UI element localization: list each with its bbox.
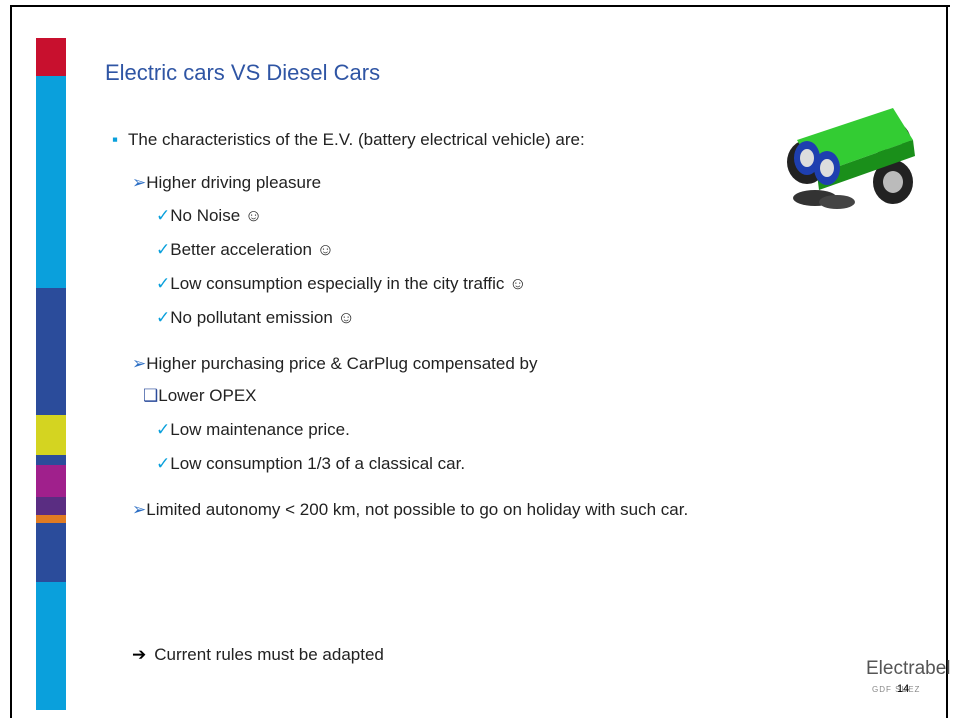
color-band bbox=[36, 288, 66, 415]
color-band bbox=[36, 38, 66, 76]
bullet-item: ✓Low consumption especially in the city … bbox=[156, 274, 527, 294]
bullet-marker: ✓ bbox=[156, 308, 170, 328]
bullet-item: ▪ The characteristics of the E.V. (batter… bbox=[112, 130, 585, 150]
bullet-text: Current rules must be adapted bbox=[154, 645, 384, 664]
slide: Electric cars VS Diesel Cars Electrabel … bbox=[0, 0, 954, 718]
bullet-item: ➢Higher driving pleasure bbox=[132, 173, 321, 193]
bullet-item: ✓No Noise ☺ bbox=[156, 206, 262, 226]
bullet-item: ➢Higher purchasing price & CarPlug compe… bbox=[132, 354, 537, 374]
bullet-text: The characteristics of the E.V. (battery… bbox=[128, 130, 585, 149]
color-band bbox=[36, 76, 66, 288]
bullet-marker: ✓ bbox=[156, 420, 170, 440]
color-band bbox=[36, 455, 66, 465]
color-band bbox=[36, 465, 66, 497]
color-band bbox=[36, 523, 66, 582]
color-band bbox=[36, 582, 66, 710]
bullet-text: Higher driving pleasure bbox=[146, 173, 321, 192]
bullet-text: Low maintenance price. bbox=[170, 420, 350, 439]
bullet-item: ➔ Current rules must be adapted bbox=[132, 645, 384, 665]
bullet-marker: ➔ bbox=[132, 645, 146, 665]
page-number: 14 bbox=[897, 683, 909, 695]
battery-car-image bbox=[775, 100, 925, 210]
color-band bbox=[36, 497, 66, 515]
bullet-item: ✓No pollutant emission ☺ bbox=[156, 308, 355, 328]
bullet-text: Low consumption especially in the city t… bbox=[170, 274, 526, 293]
bullet-text: Low consumption 1/3 of a classical car. bbox=[170, 454, 465, 473]
bullet-marker: ➢ bbox=[132, 173, 146, 193]
bullet-marker: ➢ bbox=[132, 500, 146, 520]
bullet-marker: ➢ bbox=[132, 354, 146, 374]
logo-brand: Electrabel bbox=[866, 658, 951, 680]
frame bbox=[10, 5, 12, 718]
bullet-marker: ▪ bbox=[112, 130, 118, 150]
bullet-item: ✓Low maintenance price. bbox=[156, 420, 350, 440]
slide-title: Electric cars VS Diesel Cars bbox=[105, 60, 380, 86]
bullet-marker: ❑ bbox=[143, 386, 158, 406]
color-band bbox=[36, 415, 66, 455]
bullet-marker: ✓ bbox=[156, 206, 170, 226]
bullet-item: ✓Low consumption 1/3 of a classical car. bbox=[156, 454, 465, 474]
frame bbox=[10, 5, 950, 7]
bullet-text: No Noise ☺ bbox=[170, 206, 262, 225]
bullet-marker: ✓ bbox=[156, 454, 170, 474]
bullet-text: Lower OPEX bbox=[158, 386, 256, 405]
bullet-text: Better acceleration ☺ bbox=[170, 240, 334, 259]
bullet-item: ➢Limited autonomy < 200 km, not possible… bbox=[132, 500, 688, 520]
color-band bbox=[36, 515, 66, 523]
bullet-marker: ✓ bbox=[156, 274, 170, 294]
bullet-item: ✓Better acceleration ☺ bbox=[156, 240, 334, 260]
bullet-text: No pollutant emission ☺ bbox=[170, 308, 355, 327]
bullet-text: Limited autonomy < 200 km, not possible … bbox=[146, 500, 688, 519]
bullet-marker: ✓ bbox=[156, 240, 170, 260]
bullet-text: Higher purchasing price & CarPlug compen… bbox=[146, 354, 537, 373]
bullet-item: ❑Lower OPEX bbox=[143, 386, 257, 406]
frame bbox=[946, 5, 948, 718]
